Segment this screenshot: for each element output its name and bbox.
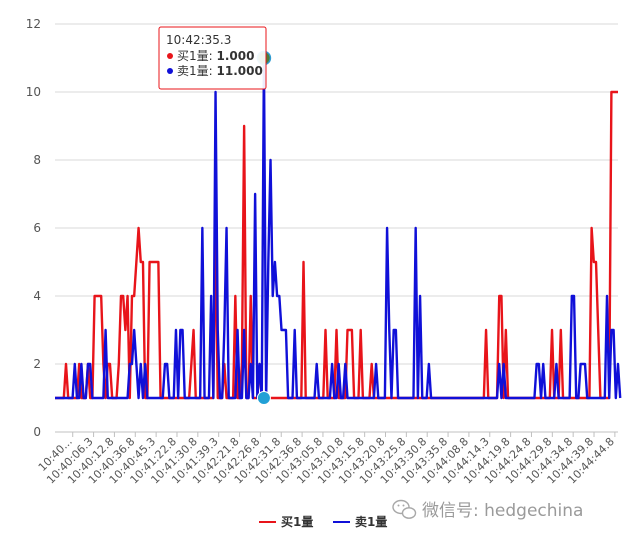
tooltip-sell-row: 卖1量: 11.000 (177, 64, 263, 78)
tooltip-sell-value: 11.000 (217, 64, 263, 78)
series-line-sell (55, 56, 622, 400)
y-tick-label: 12 (26, 17, 41, 31)
legend-item-buy[interactable]: 买1量 (259, 515, 313, 529)
legend-label-sell: 卖1量 (355, 514, 387, 529)
legend-label-buy: 买1量 (281, 515, 313, 529)
y-tick-label: 6 (33, 221, 41, 235)
y-tick-label: 4 (33, 289, 41, 303)
series-line-buy (55, 90, 618, 400)
tooltip-sell-label: 卖1量: (177, 64, 217, 78)
legend: 买1量 卖1量 (259, 514, 387, 529)
y-tick-label: 8 (33, 153, 41, 167)
y-tick-label: 2 (33, 357, 41, 371)
series-lines (55, 56, 622, 400)
y-tick-label: 10 (26, 85, 41, 99)
tooltip-buy-row: 买1量: 1.000 (177, 49, 254, 63)
tooltip-buy-dot (167, 53, 173, 59)
tooltip-sell-dot (167, 68, 173, 74)
y-tick-label: 0 (33, 425, 41, 439)
tooltip-buy-value: 1.000 (217, 49, 255, 63)
hover-point-buy (256, 391, 271, 405)
tooltip: 10:42:35.3 买1量: 1.000 卖1量: 11.000 (158, 26, 267, 90)
tooltip-time: 10:42:35.3 (166, 33, 231, 47)
y-axis: 0 2 4 6 8 10 12 (26, 17, 41, 439)
watermark: 微信号: hedgechina (392, 499, 583, 521)
tooltip-buy-label: 买1量: (177, 49, 217, 63)
x-axis: 10:40...10:40:06.310:40:12.810:40:36.810… (36, 431, 618, 486)
watermark-text: 微信号: hedgechina (422, 501, 583, 521)
legend-item-sell[interactable]: 卖1量 (333, 514, 387, 529)
wechat-icon (392, 499, 417, 519)
